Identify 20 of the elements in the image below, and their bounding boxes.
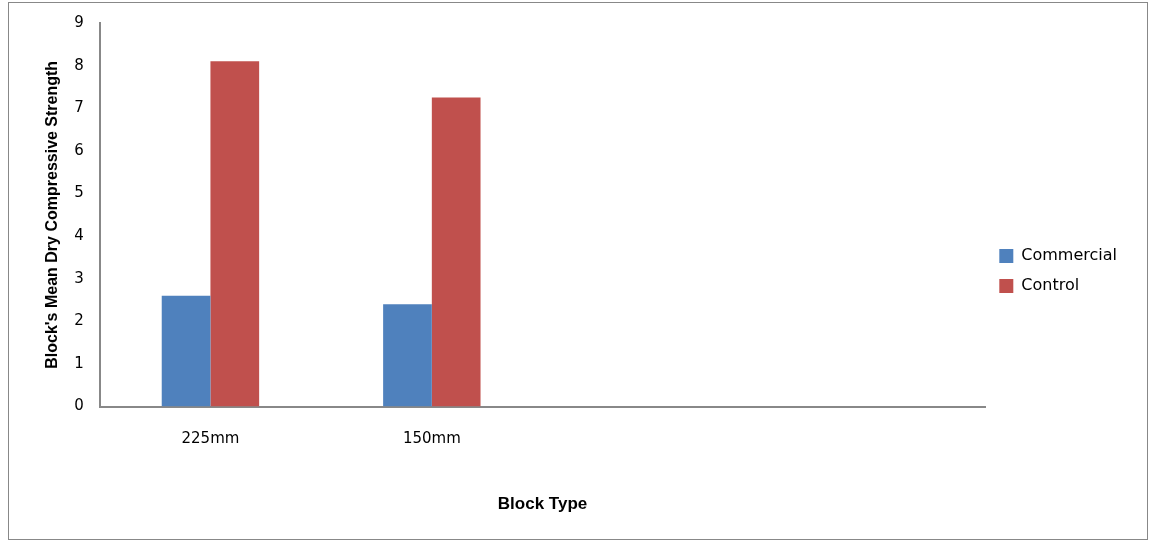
y-tick-label: 9 [74,12,84,31]
bar [161,295,211,407]
legend-label: Control [1021,275,1080,295]
y-tick-label: 3 [74,268,84,287]
x-tick-label: 225mm [181,429,240,448]
y-tick-label: 4 [74,226,84,244]
bar [431,97,481,407]
y-tick-label: 1 [74,353,84,372]
legend-label: Commercial [1021,245,1118,265]
y-tick-label: 8 [74,55,84,74]
y-tick-label: 0 [74,396,84,415]
bar [210,61,260,407]
y-tick-label: 5 [74,183,84,202]
x-tick-label: 150mm [402,429,461,448]
y-axis-title: Block's Mean Dry Compressive Strength [43,60,61,369]
x-axis-title: Block Type [497,494,588,514]
bar [383,304,432,407]
y-tick-label: 6 [74,140,84,159]
y-tick-label: 2 [74,311,84,330]
y-tick-label: 7 [74,98,84,117]
